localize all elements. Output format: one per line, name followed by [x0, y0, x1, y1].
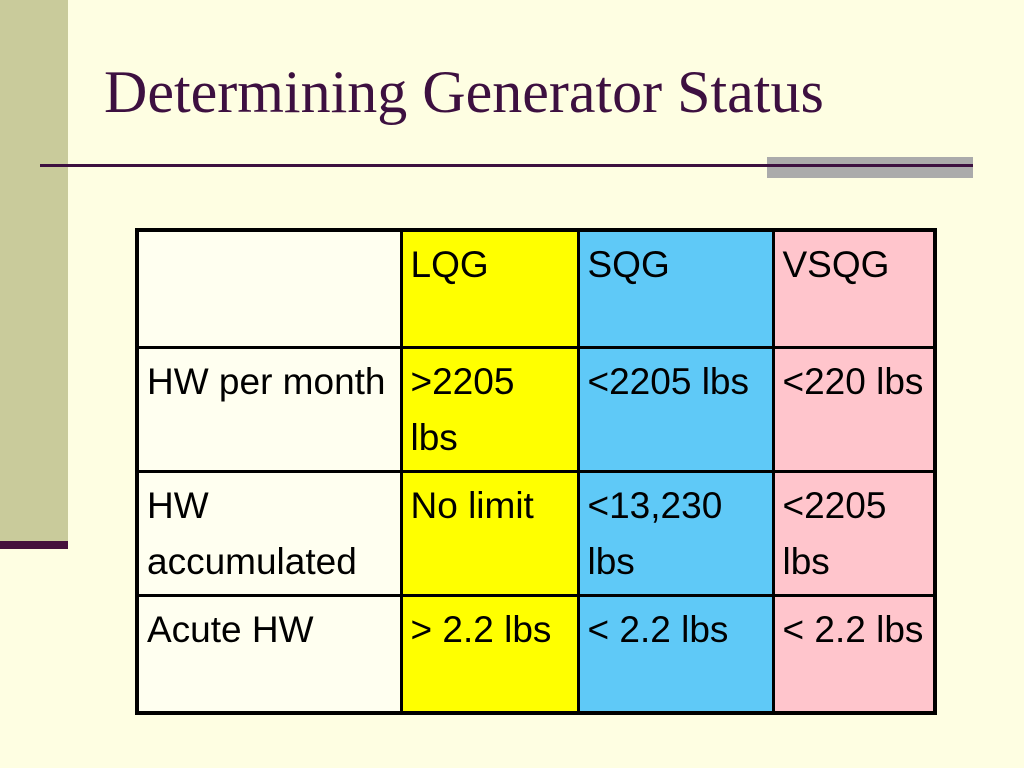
- left-accent-bar-underline: [0, 541, 68, 549]
- cell-hw-accumulated-sqg: <13,230 lbs: [576, 470, 775, 597]
- cell-hw-accumulated-lqg: No limit: [399, 470, 580, 597]
- header-cell-empty: [135, 228, 403, 349]
- header-cell-sqg: SQG: [576, 228, 775, 349]
- cell-hw-per-month-vsqg: <220 lbs: [771, 346, 937, 473]
- table-row-hw-accumulated: HW accumulated No limit <13,230 lbs <220…: [135, 470, 937, 597]
- cell-hw-accumulated-vsqg: <2205 lbs: [771, 470, 937, 597]
- row-label-hw-per-month: HW per month: [135, 346, 403, 473]
- header-cell-lqg: LQG: [399, 228, 580, 349]
- row-label-acute-hw: Acute HW: [135, 594, 403, 715]
- cell-hw-per-month-sqg: <2205 lbs: [576, 346, 775, 473]
- table-row-hw-per-month: HW per month >2205 lbs <2205 lbs <220 lb…: [135, 346, 937, 473]
- cell-acute-hw-vsqg: < 2.2 lbs: [771, 594, 937, 715]
- cell-acute-hw-sqg: < 2.2 lbs: [576, 594, 775, 715]
- generator-status-table: LQG SQG VSQG HW per month >2205 lbs <220…: [135, 228, 937, 715]
- slide-title: Determining Generator Status: [104, 59, 824, 125]
- header-cell-vsqg: VSQG: [771, 228, 937, 349]
- table-header-row: LQG SQG VSQG: [135, 228, 937, 349]
- cell-hw-per-month-lqg: >2205 lbs: [399, 346, 580, 473]
- left-accent-bar: [0, 0, 68, 541]
- title-rule-line: [40, 164, 973, 167]
- row-label-hw-accumulated: HW accumulated: [135, 470, 403, 597]
- table-row-acute-hw: Acute HW > 2.2 lbs < 2.2 lbs < 2.2 lbs: [135, 594, 937, 715]
- title-rule-gray-accent: [767, 157, 973, 178]
- cell-acute-hw-lqg: > 2.2 lbs: [399, 594, 580, 715]
